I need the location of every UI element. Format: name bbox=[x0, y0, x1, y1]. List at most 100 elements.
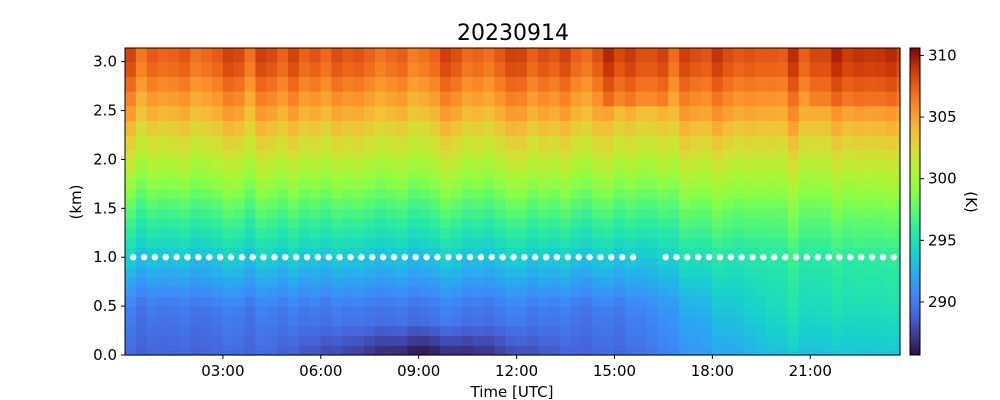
heatmap-cell bbox=[135, 335, 148, 346]
marker-point bbox=[803, 254, 811, 261]
heatmap-cell bbox=[342, 286, 354, 297]
marker-point bbox=[423, 254, 430, 261]
heatmap-cell bbox=[277, 286, 289, 297]
heatmap-cell bbox=[461, 105, 474, 121]
heatmap-cell bbox=[657, 179, 669, 190]
heatmap-cell bbox=[776, 169, 789, 180]
heatmap-cell bbox=[679, 169, 691, 180]
heatmap-cell bbox=[776, 237, 789, 249]
heatmap-cell bbox=[570, 169, 582, 180]
heatmap-cell bbox=[461, 306, 474, 317]
heatmap-cell bbox=[353, 91, 365, 107]
marker-point bbox=[477, 254, 485, 261]
heatmap-cell bbox=[190, 325, 202, 337]
heatmap-cell bbox=[287, 105, 300, 121]
heatmap-cell bbox=[896, 335, 901, 346]
heatmap-cell bbox=[407, 257, 419, 268]
heatmap-cell bbox=[125, 296, 137, 307]
heatmap-cell bbox=[222, 48, 235, 63]
heatmap-cell bbox=[635, 105, 648, 121]
heatmap-cell bbox=[831, 257, 843, 268]
heatmap-cell bbox=[201, 227, 213, 239]
heatmap-cell bbox=[168, 198, 180, 209]
heatmap-cell bbox=[331, 105, 343, 121]
heatmap-cell bbox=[548, 296, 561, 307]
heatmap-cell bbox=[635, 247, 648, 258]
heatmap-cell bbox=[418, 315, 430, 327]
heatmap-cell bbox=[646, 198, 659, 209]
heatmap-cell bbox=[722, 120, 735, 136]
heatmap-cell bbox=[863, 76, 876, 92]
heatmap-cell bbox=[668, 105, 680, 121]
heatmap-cell bbox=[353, 76, 365, 92]
x-tick-label: 09:00 bbox=[397, 362, 440, 380]
heatmap-cell bbox=[353, 198, 365, 209]
heatmap-cell bbox=[613, 335, 626, 346]
heatmap-cell bbox=[581, 315, 593, 327]
heatmap-cell bbox=[342, 257, 354, 268]
heatmap-cell bbox=[364, 169, 376, 180]
heatmap-cell bbox=[168, 247, 180, 258]
heatmap-cell bbox=[407, 306, 419, 317]
heatmap-cell bbox=[353, 120, 365, 136]
heatmap-cell bbox=[603, 325, 615, 337]
heatmap-cell bbox=[287, 91, 300, 107]
heatmap-cell bbox=[874, 325, 887, 337]
heatmap-cell bbox=[657, 48, 669, 63]
heatmap-cell bbox=[287, 61, 300, 77]
heatmap-cell bbox=[233, 48, 246, 63]
heatmap-cell bbox=[787, 208, 800, 219]
heatmap-cell bbox=[353, 169, 365, 180]
heatmap-cell bbox=[179, 286, 191, 297]
heatmap-cell bbox=[277, 306, 289, 317]
heatmap-cell bbox=[842, 276, 854, 288]
heatmap-cell bbox=[744, 208, 756, 219]
heatmap-cell bbox=[483, 227, 496, 239]
heatmap-cell bbox=[874, 247, 887, 258]
heatmap-cell bbox=[527, 306, 539, 317]
heatmap-cell bbox=[331, 188, 343, 200]
heatmap-cell bbox=[233, 267, 246, 278]
heatmap-cell bbox=[298, 91, 311, 107]
heatmap-cell bbox=[342, 188, 354, 200]
heatmap-cell bbox=[353, 267, 365, 278]
heatmap-cell bbox=[755, 135, 767, 151]
heatmap-cell bbox=[613, 169, 626, 180]
heatmap-cell bbox=[711, 149, 724, 161]
heatmap-cell bbox=[896, 296, 901, 307]
marker-point bbox=[434, 254, 441, 261]
heatmap-cell bbox=[385, 237, 398, 249]
heatmap-cell bbox=[505, 247, 517, 258]
heatmap-cell bbox=[385, 208, 398, 219]
heatmap-cell bbox=[364, 179, 376, 190]
heatmap-cell bbox=[244, 91, 256, 107]
heatmap-cell bbox=[211, 267, 224, 278]
x-tick-label: 21:00 bbox=[789, 362, 832, 380]
heatmap-cell bbox=[233, 296, 246, 307]
heatmap-cell bbox=[537, 48, 550, 63]
heatmap-cell bbox=[440, 276, 452, 288]
heatmap-cell bbox=[657, 120, 669, 136]
heatmap-cell bbox=[125, 306, 137, 317]
heatmap-cell bbox=[331, 61, 343, 77]
heatmap-cell bbox=[472, 276, 485, 288]
heatmap-cell bbox=[179, 179, 191, 190]
heatmap-cell bbox=[853, 208, 865, 219]
heatmap-cell bbox=[244, 276, 256, 288]
heatmap-cell bbox=[537, 257, 550, 268]
heatmap-cell bbox=[450, 296, 463, 307]
heatmap-cell bbox=[396, 61, 409, 77]
colorbar-tick-label: 310 bbox=[928, 46, 957, 64]
heatmap-cell bbox=[222, 276, 235, 288]
heatmap-cell bbox=[516, 296, 528, 307]
heatmap-cell bbox=[461, 237, 474, 249]
marker-point bbox=[358, 254, 365, 261]
heatmap-cell bbox=[298, 61, 311, 77]
heatmap-cell bbox=[429, 91, 441, 107]
heatmap-cell bbox=[809, 61, 822, 77]
heatmap-cell bbox=[820, 296, 832, 307]
heatmap-cell bbox=[277, 149, 289, 161]
heatmap-cell bbox=[385, 276, 398, 288]
heatmap-cell bbox=[407, 227, 419, 239]
heatmap-cell bbox=[679, 325, 691, 337]
